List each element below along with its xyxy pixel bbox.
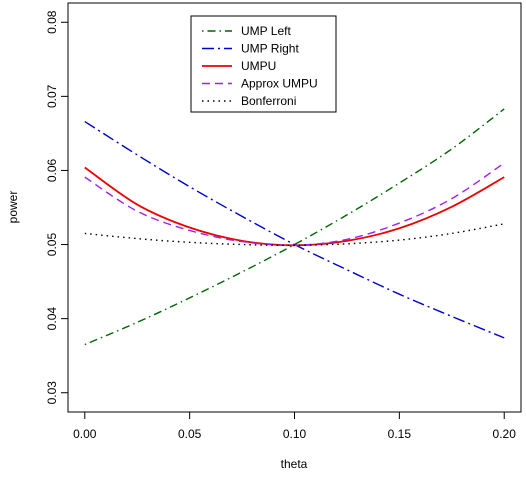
- y-axis-label: power: [6, 191, 20, 224]
- legend-label: Approx UMPU: [241, 77, 318, 91]
- x-tick-label: 0.15: [388, 427, 412, 441]
- x-tick-label: 0.10: [283, 427, 307, 441]
- series-line-approx-umpu: [84, 162, 505, 247]
- series-line-ump-right: [84, 120, 505, 339]
- axes: 0.00 0.05 0.10 0.15 0.20 0.03 0.04 0.05 0.06 0.07…: [45, 10, 516, 441]
- x-tick-label: 0.20: [493, 427, 517, 441]
- legend-label: UMP Left: [241, 24, 291, 38]
- y-tick-label: 0.03: [45, 381, 59, 405]
- y-tick-label: 0.07: [45, 84, 59, 108]
- y-tick-label: 0.06: [45, 158, 59, 182]
- series-line-bonferroni: [84, 223, 505, 247]
- series-line-ump-left: [84, 108, 505, 346]
- series-line-umpu: [84, 166, 505, 247]
- legend-label: Bonferroni: [241, 94, 296, 108]
- y-tick-label: 0.08: [45, 10, 59, 34]
- legend-label: UMPU: [241, 59, 276, 73]
- x-tick-label: 0.00: [73, 427, 97, 441]
- legend: UMP Left UMP Right UMPU Approx UMPU Bonferro…: [190, 15, 337, 113]
- x-axis-label: theta: [281, 457, 308, 471]
- legend-box: [190, 15, 337, 113]
- series-layer: [84, 108, 505, 346]
- y-tick-label: 0.04: [45, 307, 59, 331]
- y-tick-label: 0.05: [45, 233, 59, 257]
- x-tick-label: 0.05: [178, 427, 202, 441]
- legend-label: UMP Right: [241, 42, 299, 56]
